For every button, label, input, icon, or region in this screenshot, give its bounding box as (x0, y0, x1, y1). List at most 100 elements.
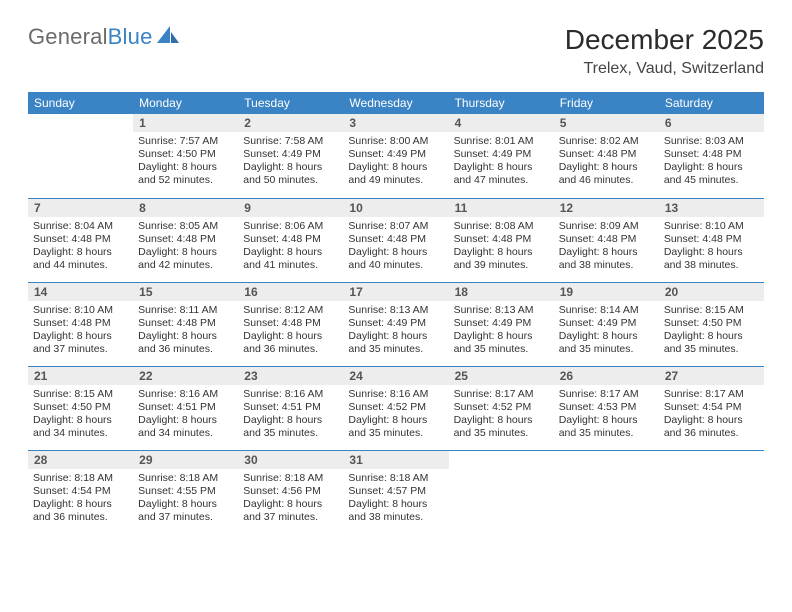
sunrise-line: Sunrise: 8:03 AM (664, 135, 759, 148)
calendar-cell (449, 450, 554, 534)
day-details: Sunrise: 8:08 AMSunset: 4:48 PMDaylight:… (449, 217, 554, 277)
calendar-cell: 9Sunrise: 8:06 AMSunset: 4:48 PMDaylight… (238, 198, 343, 282)
sunset-line: Sunset: 4:51 PM (138, 401, 233, 414)
calendar-cell: 15Sunrise: 8:11 AMSunset: 4:48 PMDayligh… (133, 282, 238, 366)
daylight-line: Daylight: 8 hours and 50 minutes. (243, 161, 338, 187)
calendar-cell: 4Sunrise: 8:01 AMSunset: 4:49 PMDaylight… (449, 114, 554, 198)
sunrise-line: Sunrise: 8:16 AM (348, 388, 443, 401)
day-number: 11 (449, 199, 554, 217)
day-details: Sunrise: 8:16 AMSunset: 4:52 PMDaylight:… (343, 385, 448, 445)
calendar-table: SundayMondayTuesdayWednesdayThursdayFrid… (28, 92, 764, 534)
day-details: Sunrise: 8:18 AMSunset: 4:54 PMDaylight:… (28, 469, 133, 529)
calendar-cell: 25Sunrise: 8:17 AMSunset: 4:52 PMDayligh… (449, 366, 554, 450)
calendar-cell (554, 450, 659, 534)
sail-icon (157, 24, 179, 50)
daylight-line: Daylight: 8 hours and 39 minutes. (454, 246, 549, 272)
calendar-cell: 21Sunrise: 8:15 AMSunset: 4:50 PMDayligh… (28, 366, 133, 450)
day-number: 10 (343, 199, 448, 217)
day-details: Sunrise: 8:10 AMSunset: 4:48 PMDaylight:… (659, 217, 764, 277)
sunset-line: Sunset: 4:49 PM (348, 148, 443, 161)
day-number: 1 (133, 114, 238, 132)
day-number: 16 (238, 283, 343, 301)
sunrise-line: Sunrise: 8:11 AM (138, 304, 233, 317)
sunset-line: Sunset: 4:50 PM (33, 401, 128, 414)
day-number: 4 (449, 114, 554, 132)
daylight-line: Daylight: 8 hours and 36 minutes. (664, 414, 759, 440)
sunrise-line: Sunrise: 8:17 AM (454, 388, 549, 401)
day-details: Sunrise: 8:18 AMSunset: 4:55 PMDaylight:… (133, 469, 238, 529)
calendar-cell: 22Sunrise: 8:16 AMSunset: 4:51 PMDayligh… (133, 366, 238, 450)
daylight-line: Daylight: 8 hours and 37 minutes. (138, 498, 233, 524)
day-details: Sunrise: 8:16 AMSunset: 4:51 PMDaylight:… (133, 385, 238, 445)
calendar-cell: 2Sunrise: 7:58 AMSunset: 4:49 PMDaylight… (238, 114, 343, 198)
calendar-cell: 31Sunrise: 8:18 AMSunset: 4:57 PMDayligh… (343, 450, 448, 534)
daylight-line: Daylight: 8 hours and 37 minutes. (33, 330, 128, 356)
calendar-cell: 10Sunrise: 8:07 AMSunset: 4:48 PMDayligh… (343, 198, 448, 282)
sunset-line: Sunset: 4:48 PM (664, 148, 759, 161)
sunset-line: Sunset: 4:49 PM (243, 148, 338, 161)
daylight-line: Daylight: 8 hours and 36 minutes. (243, 330, 338, 356)
day-number: 24 (343, 367, 448, 385)
day-details: Sunrise: 8:12 AMSunset: 4:48 PMDaylight:… (238, 301, 343, 361)
calendar-cell: 1Sunrise: 7:57 AMSunset: 4:50 PMDaylight… (133, 114, 238, 198)
sunset-line: Sunset: 4:48 PM (33, 317, 128, 330)
sunrise-line: Sunrise: 8:10 AM (664, 220, 759, 233)
daylight-line: Daylight: 8 hours and 45 minutes. (664, 161, 759, 187)
calendar-week-row: 7Sunrise: 8:04 AMSunset: 4:48 PMDaylight… (28, 198, 764, 282)
sunset-line: Sunset: 4:48 PM (559, 148, 654, 161)
daylight-line: Daylight: 8 hours and 47 minutes. (454, 161, 549, 187)
day-details: Sunrise: 8:06 AMSunset: 4:48 PMDaylight:… (238, 217, 343, 277)
daylight-line: Daylight: 8 hours and 44 minutes. (33, 246, 128, 272)
weekday-header: Sunday (28, 92, 133, 114)
sunset-line: Sunset: 4:48 PM (454, 233, 549, 246)
day-number: 9 (238, 199, 343, 217)
calendar-week-row: 1Sunrise: 7:57 AMSunset: 4:50 PMDaylight… (28, 114, 764, 198)
day-details: Sunrise: 8:17 AMSunset: 4:52 PMDaylight:… (449, 385, 554, 445)
calendar-cell: 20Sunrise: 8:15 AMSunset: 4:50 PMDayligh… (659, 282, 764, 366)
sunrise-line: Sunrise: 8:04 AM (33, 220, 128, 233)
sunrise-line: Sunrise: 8:18 AM (138, 472, 233, 485)
daylight-line: Daylight: 8 hours and 35 minutes. (243, 414, 338, 440)
sunrise-line: Sunrise: 8:06 AM (243, 220, 338, 233)
daylight-line: Daylight: 8 hours and 46 minutes. (559, 161, 654, 187)
day-number: 7 (28, 199, 133, 217)
daylight-line: Daylight: 8 hours and 35 minutes. (664, 330, 759, 356)
sunset-line: Sunset: 4:49 PM (348, 317, 443, 330)
day-details: Sunrise: 8:17 AMSunset: 4:54 PMDaylight:… (659, 385, 764, 445)
day-number: 8 (133, 199, 238, 217)
sunset-line: Sunset: 4:53 PM (559, 401, 654, 414)
calendar-cell (28, 114, 133, 198)
sunrise-line: Sunrise: 8:18 AM (33, 472, 128, 485)
sunrise-line: Sunrise: 7:57 AM (138, 135, 233, 148)
day-details: Sunrise: 8:07 AMSunset: 4:48 PMDaylight:… (343, 217, 448, 277)
sunrise-line: Sunrise: 8:16 AM (243, 388, 338, 401)
day-number: 23 (238, 367, 343, 385)
sunset-line: Sunset: 4:54 PM (664, 401, 759, 414)
calendar-cell: 28Sunrise: 8:18 AMSunset: 4:54 PMDayligh… (28, 450, 133, 534)
day-details: Sunrise: 8:17 AMSunset: 4:53 PMDaylight:… (554, 385, 659, 445)
day-number: 15 (133, 283, 238, 301)
location-subtitle: Trelex, Vaud, Switzerland (565, 60, 764, 78)
day-number: 14 (28, 283, 133, 301)
day-number: 3 (343, 114, 448, 132)
day-details: Sunrise: 8:11 AMSunset: 4:48 PMDaylight:… (133, 301, 238, 361)
day-number: 30 (238, 451, 343, 469)
day-number: 25 (449, 367, 554, 385)
day-details: Sunrise: 8:15 AMSunset: 4:50 PMDaylight:… (28, 385, 133, 445)
day-details: Sunrise: 8:16 AMSunset: 4:51 PMDaylight:… (238, 385, 343, 445)
day-number: 17 (343, 283, 448, 301)
day-details: Sunrise: 7:58 AMSunset: 4:49 PMDaylight:… (238, 132, 343, 192)
day-number: 21 (28, 367, 133, 385)
day-details: Sunrise: 8:04 AMSunset: 4:48 PMDaylight:… (28, 217, 133, 277)
sunrise-line: Sunrise: 8:01 AM (454, 135, 549, 148)
sunrise-line: Sunrise: 8:00 AM (348, 135, 443, 148)
sunset-line: Sunset: 4:48 PM (243, 317, 338, 330)
calendar-cell (659, 450, 764, 534)
calendar-cell: 6Sunrise: 8:03 AMSunset: 4:48 PMDaylight… (659, 114, 764, 198)
sunrise-line: Sunrise: 8:08 AM (454, 220, 549, 233)
sunrise-line: Sunrise: 8:09 AM (559, 220, 654, 233)
day-number: 12 (554, 199, 659, 217)
header: GeneralBlue December 2025 Trelex, Vaud, … (28, 24, 764, 78)
day-details: Sunrise: 8:02 AMSunset: 4:48 PMDaylight:… (554, 132, 659, 192)
sunset-line: Sunset: 4:48 PM (138, 233, 233, 246)
